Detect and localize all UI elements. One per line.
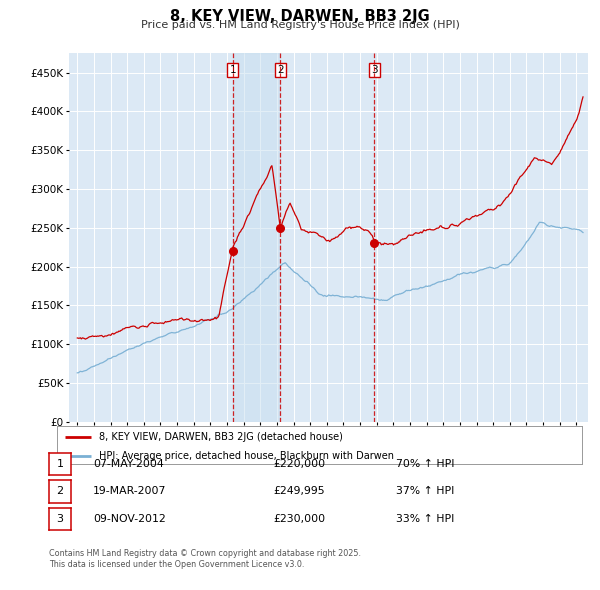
Text: 3: 3 [371, 65, 378, 75]
Text: 8, KEY VIEW, DARWEN, BB3 2JG: 8, KEY VIEW, DARWEN, BB3 2JG [170, 9, 430, 24]
Text: £230,000: £230,000 [273, 514, 325, 524]
Text: This data is licensed under the Open Government Licence v3.0.: This data is licensed under the Open Gov… [49, 560, 305, 569]
Text: £249,995: £249,995 [273, 487, 325, 496]
Text: 07-MAY-2004: 07-MAY-2004 [93, 459, 164, 468]
Text: 1: 1 [230, 65, 236, 75]
Text: 70% ↑ HPI: 70% ↑ HPI [396, 459, 455, 468]
Text: 37% ↑ HPI: 37% ↑ HPI [396, 487, 454, 496]
Text: 2: 2 [56, 487, 64, 496]
Text: Price paid vs. HM Land Registry's House Price Index (HPI): Price paid vs. HM Land Registry's House … [140, 20, 460, 30]
Text: 33% ↑ HPI: 33% ↑ HPI [396, 514, 454, 524]
Text: HPI: Average price, detached house, Blackburn with Darwen: HPI: Average price, detached house, Blac… [99, 451, 394, 461]
Bar [233, 53, 280, 422]
Text: 19-MAR-2007: 19-MAR-2007 [93, 487, 166, 496]
Text: Contains HM Land Registry data © Crown copyright and database right 2025.: Contains HM Land Registry data © Crown c… [49, 549, 361, 558]
Text: 09-NOV-2012: 09-NOV-2012 [93, 514, 166, 524]
Text: £220,000: £220,000 [273, 459, 325, 468]
Text: 8, KEY VIEW, DARWEN, BB3 2JG (detached house): 8, KEY VIEW, DARWEN, BB3 2JG (detached h… [99, 432, 343, 442]
Text: 2: 2 [277, 65, 284, 75]
Text: 3: 3 [56, 514, 64, 524]
Text: 1: 1 [56, 459, 64, 468]
